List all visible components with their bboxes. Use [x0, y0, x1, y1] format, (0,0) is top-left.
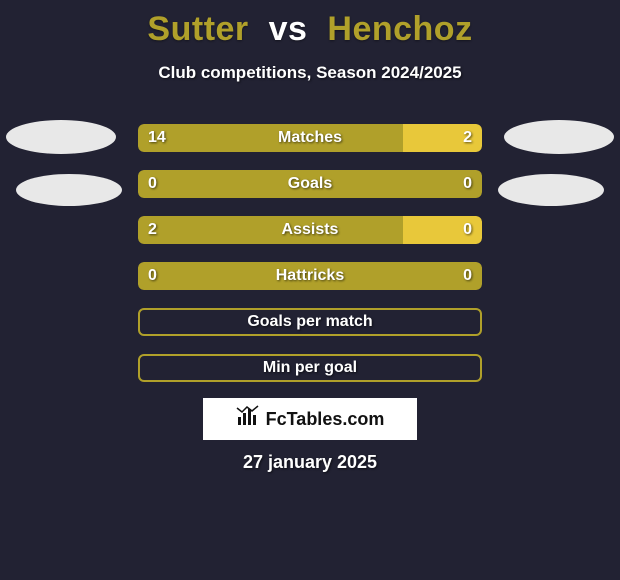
bar-chart-icon — [236, 405, 260, 434]
comparison-date: 27 january 2025 — [0, 452, 620, 473]
stat-value-right: 0 — [463, 216, 472, 244]
subtitle: Club competitions, Season 2024/2025 — [0, 63, 620, 83]
stat-value-left: 0 — [148, 262, 157, 290]
player2-photo-placeholder — [504, 120, 614, 154]
stat-label: Min per goal — [138, 354, 482, 382]
stat-value-left: 2 — [148, 216, 157, 244]
stat-bars: Matches142Goals00Assists20Hattricks00Goa… — [138, 124, 482, 400]
logo-text: FcTables.com — [266, 409, 385, 430]
player1-club-placeholder — [16, 174, 122, 206]
title-vs: vs — [269, 10, 308, 48]
title-player1: Sutter — [147, 10, 248, 48]
stat-value-right: 0 — [463, 170, 472, 198]
stat-value-left: 0 — [148, 170, 157, 198]
stat-label: Goals — [138, 170, 482, 198]
stat-label: Assists — [138, 216, 482, 244]
stat-value-left: 14 — [148, 124, 166, 152]
stat-row-matches: Matches14 2 — [138, 124, 482, 152]
player2-club-placeholder — [498, 174, 604, 206]
comparison-title: Sutter vs Henchoz — [0, 0, 620, 49]
stat-row-min-per-goal: Min per goal — [138, 354, 482, 382]
stat-row-goals: Goals0 0 — [138, 170, 482, 198]
stat-row-assists: Assists2 0 — [138, 216, 482, 244]
stat-value-right: 0 — [463, 262, 472, 290]
stat-label: Matches — [138, 124, 482, 152]
stat-label: Hattricks — [138, 262, 482, 290]
stat-value-right: 2 — [463, 124, 472, 152]
fctables-logo: FcTables.com — [203, 398, 417, 440]
title-player2: Henchoz — [327, 10, 472, 48]
stat-row-goals-per-match: Goals per match — [138, 308, 482, 336]
stat-label: Goals per match — [138, 308, 482, 336]
stat-row-hattricks: Hattricks0 0 — [138, 262, 482, 290]
player1-photo-placeholder — [6, 120, 116, 154]
